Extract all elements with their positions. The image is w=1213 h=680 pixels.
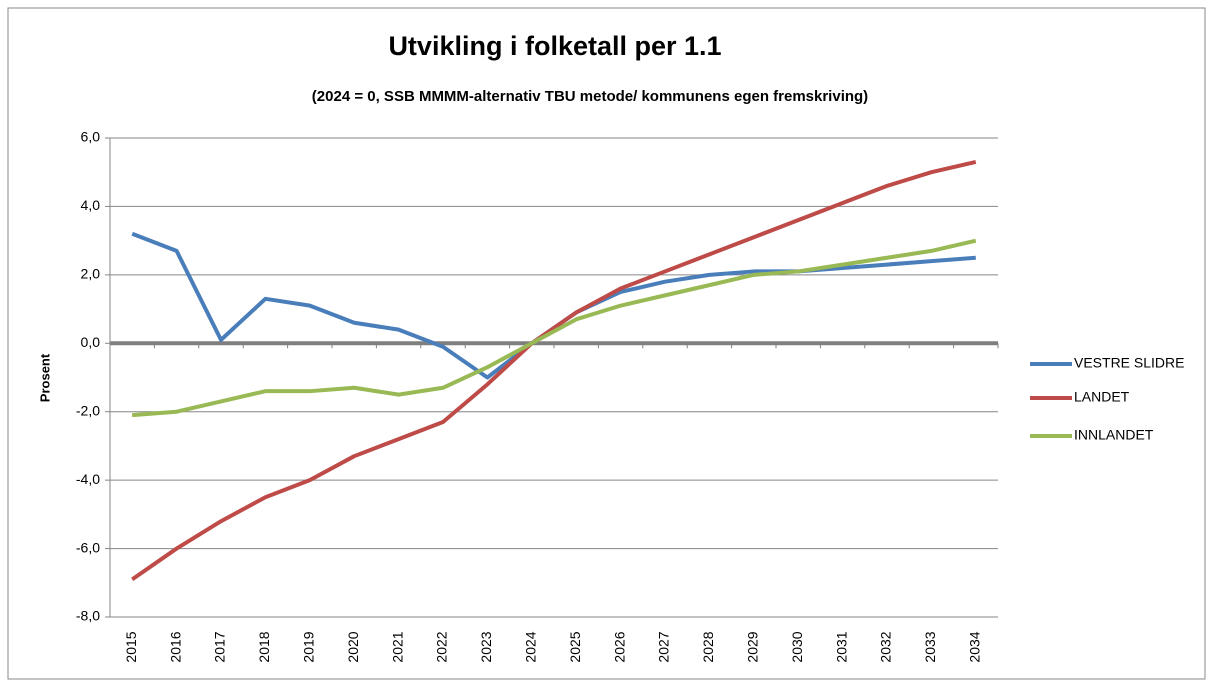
x-tick-label: 2030 <box>789 631 805 662</box>
y-axis-label: Prosent <box>37 353 52 402</box>
x-tick-label: 2019 <box>301 631 317 662</box>
y-tick-label: -4,0 <box>76 471 100 487</box>
x-tick-label: 2021 <box>389 631 405 662</box>
y-tick-label: -8,0 <box>76 608 100 624</box>
x-tick-label: 2015 <box>123 631 139 662</box>
y-tick-label: 4,0 <box>81 197 101 213</box>
x-tick-label: 2027 <box>656 631 672 662</box>
x-tick-label: 2025 <box>567 631 583 662</box>
legend-label: INNLANDET <box>1074 427 1154 443</box>
chart-title: Utvikling i folketall per 1.1 <box>388 31 721 61</box>
x-tick-label: 2016 <box>167 631 183 662</box>
y-tick-label: 2,0 <box>81 266 101 282</box>
x-tick-label: 2034 <box>967 631 983 662</box>
chart-subtitle: (2024 = 0, SSB MMMM-alternativ TBU metod… <box>312 88 868 105</box>
x-tick-label: 2032 <box>878 631 894 662</box>
x-tick-label: 2017 <box>212 631 228 662</box>
y-tick-label: 0,0 <box>81 334 101 350</box>
x-tick-label: 2024 <box>523 631 539 662</box>
x-tick-label: 2018 <box>256 631 272 662</box>
legend-label: LANDET <box>1074 389 1130 405</box>
y-tick-label: -6,0 <box>76 539 100 555</box>
series-line <box>132 238 977 418</box>
x-tick-label: 2020 <box>345 631 361 662</box>
x-tick-label: 2033 <box>922 631 938 662</box>
x-tick-label: 2031 <box>833 631 849 662</box>
x-tick-label: 2026 <box>611 631 627 662</box>
x-tick-label: 2023 <box>478 631 494 662</box>
legend-label: VESTRE SLIDRE <box>1074 355 1184 371</box>
series-line <box>131 160 977 582</box>
x-tick-label: 2029 <box>745 631 761 662</box>
x-tick-label: 2022 <box>434 631 450 662</box>
y-tick-label: 6,0 <box>81 129 101 145</box>
x-tick-label: 2028 <box>700 631 716 662</box>
y-tick-label: -2,0 <box>76 402 100 418</box>
